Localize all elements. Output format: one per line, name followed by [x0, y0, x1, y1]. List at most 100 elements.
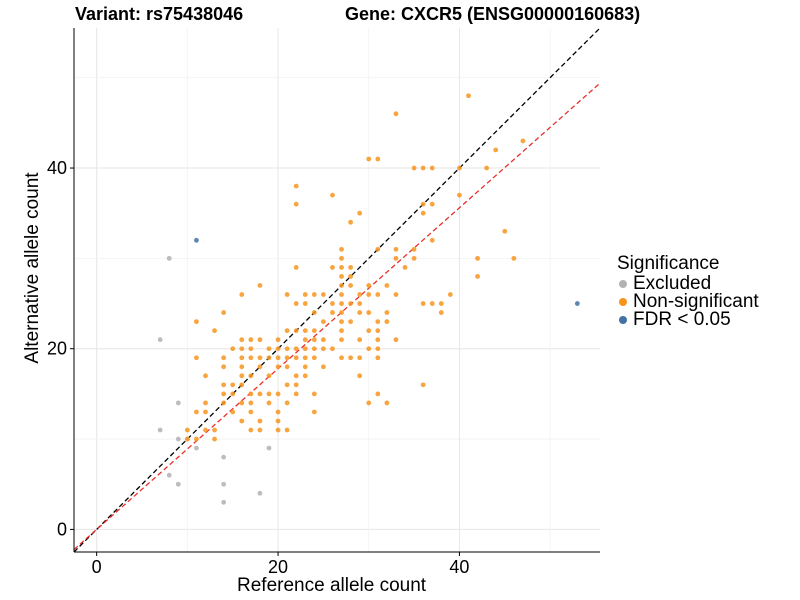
legend-swatch-non-significant: [619, 298, 627, 306]
point-non-significant: [293, 346, 299, 352]
point-non-significant: [348, 219, 354, 225]
point-non-significant: [366, 328, 372, 334]
point-non-significant: [339, 265, 344, 270]
point-non-significant: [266, 373, 272, 379]
legend: Significance Excluded Non-significant FD…: [617, 253, 759, 329]
point-excluded: [157, 337, 163, 343]
point-non-significant: [239, 364, 245, 370]
point-non-significant: [393, 337, 399, 343]
point-non-significant: [284, 382, 290, 388]
point-non-significant: [330, 310, 335, 315]
point-non-significant: [357, 210, 363, 216]
point-non-significant: [429, 301, 435, 306]
point-non-significant: [375, 355, 381, 361]
point-non-significant: [429, 237, 435, 243]
point-non-significant: [493, 147, 499, 153]
point-non-significant: [429, 201, 435, 207]
point-non-significant: [348, 319, 354, 325]
point-non-significant: [275, 364, 281, 370]
point-non-significant: [420, 382, 426, 388]
point-excluded: [221, 499, 227, 505]
point-non-significant: [320, 364, 326, 370]
point-non-significant: [475, 255, 480, 261]
point-non-significant: [366, 283, 372, 288]
point-non-significant: [339, 337, 344, 343]
legend-label-non-significant: Non-significant: [633, 291, 759, 312]
point-non-significant: [411, 255, 417, 261]
point-non-significant: [393, 292, 399, 297]
point-non-significant: [248, 373, 254, 379]
x-axis-title: Reference allele count: [237, 575, 427, 596]
point-non-significant: [239, 400, 245, 406]
point-non-significant: [221, 382, 227, 388]
point-non-significant: [203, 400, 208, 406]
point-non-significant: [348, 265, 354, 270]
point-excluded: [194, 445, 199, 451]
point-non-significant: [284, 400, 290, 406]
point-non-significant: [275, 346, 281, 352]
point-non-significant: [320, 346, 326, 352]
point-non-significant: [184, 436, 190, 442]
point-non-significant: [230, 391, 236, 397]
point-non-significant: [457, 192, 462, 198]
point-non-significant: [275, 391, 281, 397]
point-non-significant: [330, 265, 335, 270]
y-tick-label: 20: [47, 339, 67, 359]
point-non-significant: [411, 165, 417, 171]
point-fdr-0-05: [574, 301, 580, 306]
y-tick-label: 40: [47, 158, 67, 178]
reference-lines: [73, 27, 601, 553]
point-non-significant: [348, 274, 354, 279]
point-non-significant: [357, 310, 363, 315]
point-non-significant: [266, 391, 272, 397]
point-non-significant: [339, 310, 344, 315]
point-non-significant: [375, 328, 381, 334]
point-non-significant: [203, 373, 208, 379]
point-non-significant: [203, 409, 208, 415]
point-non-significant: [302, 355, 308, 361]
point-non-significant: [357, 292, 363, 297]
point-non-significant: [457, 165, 462, 171]
point-non-significant: [248, 355, 254, 361]
point-non-significant: [239, 337, 245, 343]
point-non-significant: [284, 292, 290, 297]
point-non-significant: [339, 355, 344, 361]
point-non-significant: [330, 301, 335, 306]
point-non-significant: [248, 346, 254, 352]
point-non-significant: [293, 382, 299, 388]
legend-label-fdr: FDR < 0.05: [633, 309, 731, 330]
point-non-significant: [311, 409, 317, 415]
point-non-significant: [302, 301, 308, 306]
point-non-significant: [375, 337, 381, 343]
point-non-significant: [275, 337, 281, 343]
point-non-significant: [339, 274, 344, 279]
point-excluded: [166, 255, 172, 261]
point-excluded: [166, 472, 172, 478]
point-non-significant: [302, 337, 308, 343]
point-fdr-0-05: [194, 237, 199, 243]
point-non-significant: [194, 409, 199, 415]
point-non-significant: [221, 355, 227, 361]
point-non-significant: [257, 427, 263, 433]
reference-line: [73, 27, 601, 553]
point-non-significant: [302, 328, 308, 334]
point-non-significant: [357, 355, 363, 361]
point-non-significant: [339, 292, 344, 297]
reference-line: [73, 82, 601, 551]
legend-item-fdr: FDR < 0.05: [619, 309, 759, 330]
point-non-significant: [393, 255, 399, 261]
point-non-significant: [275, 427, 281, 433]
legend-item-non-significant: Non-significant: [619, 291, 759, 312]
point-non-significant: [384, 319, 390, 325]
point-non-significant: [411, 246, 417, 252]
point-non-significant: [484, 165, 490, 171]
point-non-significant: [466, 93, 471, 99]
point-non-significant: [184, 427, 190, 433]
point-non-significant: [429, 165, 435, 171]
point-non-significant: [266, 400, 272, 406]
point-non-significant: [339, 255, 344, 261]
point-non-significant: [293, 201, 299, 207]
point-non-significant: [230, 346, 236, 352]
point-non-significant: [375, 156, 381, 162]
point-non-significant: [248, 337, 254, 343]
